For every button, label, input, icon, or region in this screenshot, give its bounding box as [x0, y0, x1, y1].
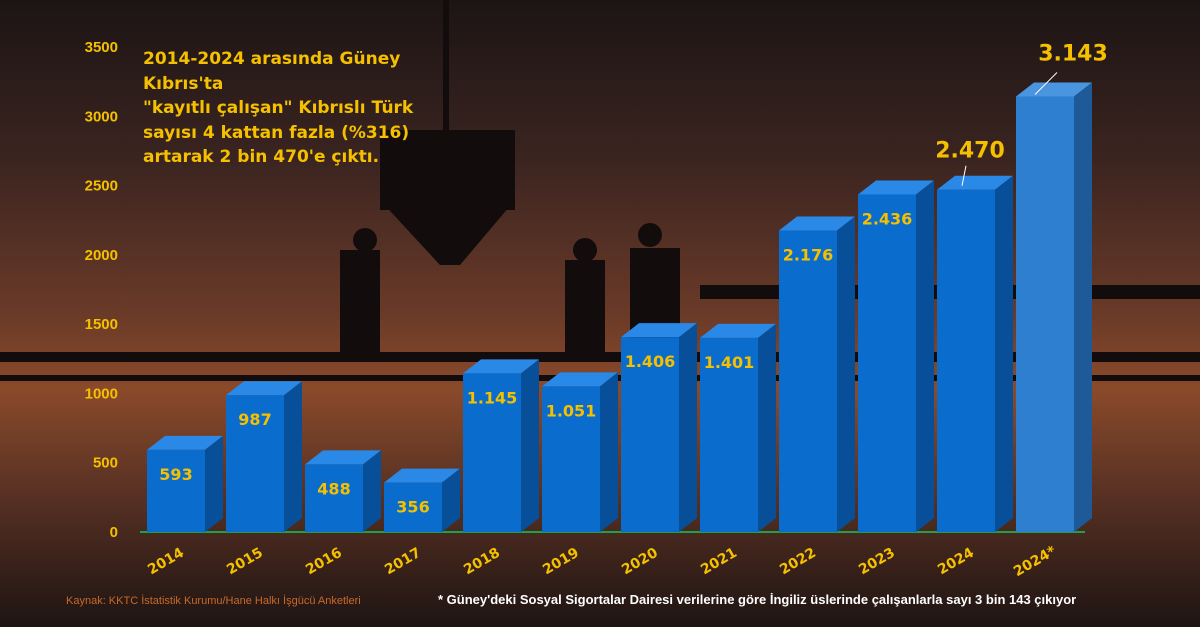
data-label: 2.470 [935, 139, 1005, 164]
x-tick-label: 2022 [777, 545, 819, 578]
y-tick-label: 3000 [85, 108, 118, 125]
x-tick-label: 2024 [935, 545, 977, 578]
bar-top [621, 323, 697, 338]
x-tick-label: 2016 [303, 545, 345, 578]
bar-top [384, 468, 460, 483]
bar [858, 194, 916, 532]
bars: 593 987 488 356 1.145 1.051 1.406 1.401 2.176 2.4… [147, 41, 1108, 532]
bar [147, 449, 205, 532]
bar-side [1074, 82, 1092, 532]
bar-side [284, 381, 302, 532]
x-tick-label: 2020 [619, 545, 661, 578]
bar [779, 230, 837, 532]
y-tick-label: 3500 [85, 39, 118, 56]
callout-line [1034, 72, 1058, 95]
x-tick-label: 2021 [698, 545, 740, 578]
callout-line [961, 165, 967, 186]
x-tick-label: 2014 [145, 545, 187, 578]
bar-side [442, 468, 460, 532]
x-tick-label: 2015 [224, 545, 266, 578]
y-tick-label: 2000 [85, 247, 118, 264]
bar-side [600, 372, 618, 532]
bar [700, 337, 758, 532]
bar-top [937, 175, 1013, 190]
bar [1016, 96, 1074, 532]
bar-side [837, 216, 855, 532]
data-label: 2.176 [783, 245, 834, 264]
x-tick-label: 2024* [1011, 543, 1060, 580]
x-tick-label: 2017 [382, 545, 424, 578]
data-label: 3.143 [1038, 41, 1108, 66]
y-axis: 0 500 1000 1500 2000 2500 3000 3500 [85, 39, 1085, 541]
headline: 2014-2024 arasında Güney Kıbrıs'ta "kayı… [143, 49, 414, 167]
source-text: Kaynak: KKTC İstatistik Kurumu/Hane Halk… [66, 595, 361, 607]
data-label: 356 [396, 498, 429, 517]
bar-side [521, 359, 539, 532]
y-tick-label: 1500 [85, 316, 118, 333]
y-tick-label: 1000 [85, 385, 118, 402]
bar-top [305, 450, 381, 465]
data-label: 1.051 [546, 401, 597, 420]
footnote: * Güney'deki Sosyal Sigortalar Dairesi v… [438, 592, 1077, 607]
bar [937, 189, 995, 532]
bar-top [542, 372, 618, 387]
bar-side [916, 180, 934, 532]
bar [542, 386, 600, 532]
bar-top [463, 359, 539, 374]
bar [305, 464, 363, 532]
x-tick-label: 2019 [540, 545, 582, 578]
bar [226, 395, 284, 532]
x-tick-label: 2018 [461, 545, 503, 578]
bar-top [1016, 82, 1092, 97]
bar-side [679, 323, 697, 532]
bar-side [995, 175, 1013, 532]
bar-top [779, 216, 855, 231]
bar [384, 482, 442, 532]
x-tick-label: 2023 [856, 545, 898, 578]
bar-top [858, 180, 934, 195]
y-tick-label: 500 [93, 455, 118, 472]
bar-side [205, 435, 223, 532]
data-label: 987 [238, 410, 271, 429]
data-label: 1.145 [467, 388, 518, 407]
data-label: 1.406 [625, 352, 676, 371]
bar-top [700, 323, 776, 338]
bar-side [363, 450, 381, 532]
data-label: 593 [159, 465, 192, 484]
bar-top [226, 381, 302, 396]
y-tick-label: 2500 [85, 178, 118, 195]
bar-side [758, 323, 776, 532]
bar [463, 373, 521, 532]
data-label: 488 [317, 479, 350, 498]
bar [621, 337, 679, 532]
x-axis: 2014 2015 2016 2017 2018 2019 2020 2021 2022 2023… [145, 543, 1059, 580]
data-label: 1.401 [704, 353, 755, 372]
y-tick-label: 0 [110, 524, 118, 541]
bar-top [147, 435, 223, 450]
data-label: 2.436 [862, 209, 913, 228]
